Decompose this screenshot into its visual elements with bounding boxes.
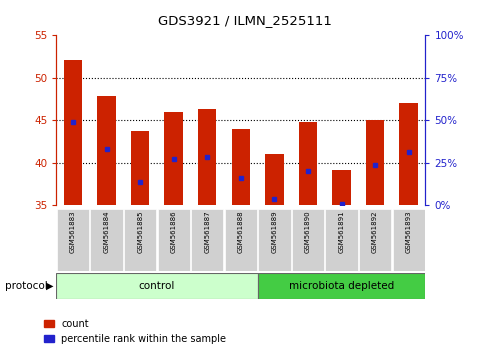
Bar xyxy=(264,154,283,205)
Text: GSM561893: GSM561893 xyxy=(405,211,411,253)
Text: GSM561884: GSM561884 xyxy=(103,211,109,253)
Text: GSM561883: GSM561883 xyxy=(70,211,76,253)
Bar xyxy=(257,273,425,299)
Bar xyxy=(298,122,317,205)
Bar xyxy=(198,109,216,205)
Bar xyxy=(325,209,357,271)
Bar xyxy=(90,209,122,271)
Text: GSM561887: GSM561887 xyxy=(204,211,210,253)
Bar xyxy=(358,209,390,271)
Bar xyxy=(392,209,424,271)
Bar xyxy=(131,131,149,205)
Bar xyxy=(124,209,156,271)
Bar xyxy=(157,209,189,271)
Bar xyxy=(57,209,89,271)
Bar xyxy=(191,209,223,271)
Legend: count, percentile rank within the sample: count, percentile rank within the sample xyxy=(44,319,226,344)
Text: GSM561891: GSM561891 xyxy=(338,211,344,253)
Text: GSM561889: GSM561889 xyxy=(271,211,277,253)
Bar xyxy=(224,209,256,271)
Bar xyxy=(231,129,249,205)
Text: control: control xyxy=(139,281,175,291)
Text: GSM561890: GSM561890 xyxy=(305,211,310,253)
Text: GSM561892: GSM561892 xyxy=(371,211,377,253)
Text: microbiota depleted: microbiota depleted xyxy=(288,281,393,291)
Text: GSM561885: GSM561885 xyxy=(137,211,143,253)
Text: ▶: ▶ xyxy=(46,281,54,291)
Bar xyxy=(63,60,82,205)
Bar xyxy=(399,103,417,205)
Bar xyxy=(291,209,324,271)
Bar xyxy=(164,112,183,205)
Text: GSM561888: GSM561888 xyxy=(237,211,244,253)
Bar xyxy=(258,209,290,271)
Text: protocol: protocol xyxy=(5,281,47,291)
Bar xyxy=(97,96,116,205)
Text: GSM561886: GSM561886 xyxy=(170,211,176,253)
Bar xyxy=(332,170,350,205)
Text: GDS3921 / ILMN_2525111: GDS3921 / ILMN_2525111 xyxy=(157,14,331,27)
Bar xyxy=(365,120,384,205)
Bar xyxy=(56,273,257,299)
